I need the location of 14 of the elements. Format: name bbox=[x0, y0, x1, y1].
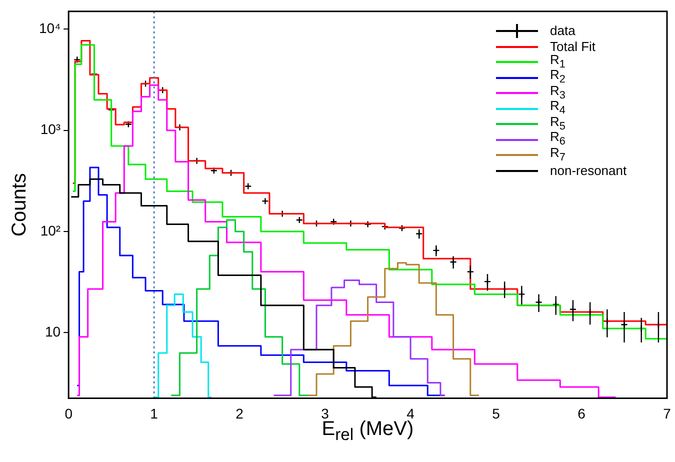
y-tick-label: 10² bbox=[40, 222, 61, 238]
y-tick-label: 10³ bbox=[40, 121, 61, 138]
y-axis-title: Counts bbox=[8, 173, 31, 236]
x-tick-label: 2 bbox=[236, 405, 244, 422]
x-tick-label: 1 bbox=[150, 405, 158, 422]
y-tick-label: 10⁴ bbox=[38, 20, 61, 36]
x-tick-label: 0 bbox=[64, 405, 73, 422]
legend-label: Total Fit bbox=[550, 38, 596, 54]
y-tick-label: 10 bbox=[45, 324, 61, 340]
x-tick-label: 7 bbox=[663, 405, 672, 422]
x-tick-label: 5 bbox=[492, 405, 500, 422]
legend-label: non-resonant bbox=[550, 162, 627, 178]
legend-label: data bbox=[550, 23, 576, 39]
x-tick-label: 6 bbox=[578, 405, 586, 422]
